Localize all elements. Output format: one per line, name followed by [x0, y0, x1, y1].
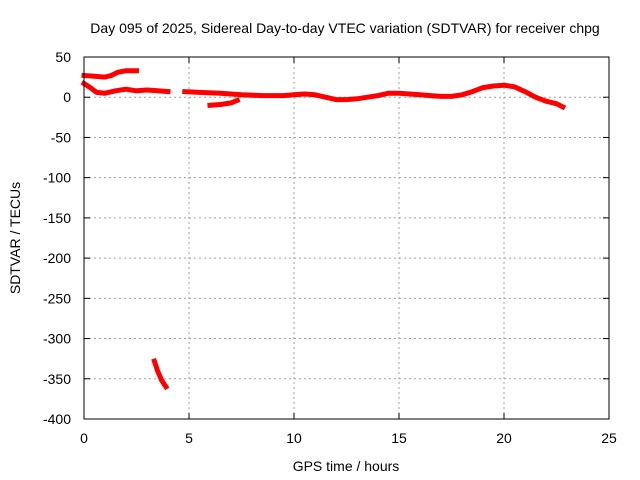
y-tick-label-8: -350: [43, 371, 71, 387]
y-gridlines: [84, 96, 609, 380]
x-gridlines: [188, 57, 505, 419]
y-axis: 50 0 -50 -100 -150 -200 -250 -300 -350 -400: [43, 49, 609, 427]
x-tick-label-2: 10: [286, 430, 302, 446]
y-tick-label-7: -300: [43, 331, 71, 347]
y-tick-label-4: -150: [43, 210, 71, 226]
x-tick-label-4: 20: [496, 430, 512, 446]
chart-title: Day 095 of 2025, Sidereal Day-to-day VTE…: [90, 20, 599, 36]
x-axis: 0 5 10 15 20 25: [80, 57, 617, 446]
x-tick-label-1: 5: [185, 430, 193, 446]
y-tick-label-9: -400: [43, 411, 71, 427]
y-tick-label-5: -200: [43, 250, 71, 266]
y-tick-label-6: -250: [43, 290, 71, 306]
y-tick-label-0: 50: [55, 49, 71, 65]
series-segment-1: [81, 68, 139, 80]
y-tick-label-3: -100: [43, 170, 71, 186]
y-tick-label-2: -50: [51, 129, 71, 145]
series-segment-4: [207, 97, 241, 108]
x-tick-label-3: 15: [391, 430, 407, 446]
x-tick-label-5: 25: [601, 430, 617, 446]
series-segment-3: [182, 82, 567, 111]
x-tick-label-0: 0: [80, 430, 88, 446]
x-axis-label: GPS time / hours: [293, 458, 400, 474]
series-segment-5: [151, 357, 170, 391]
y-axis-label: SDTVAR / TECUs: [7, 182, 23, 294]
series-segment-2: [80, 80, 171, 96]
plot-frame: [83, 56, 610, 420]
y-tick-label-1: 0: [63, 89, 71, 105]
series-layer: [80, 68, 567, 391]
